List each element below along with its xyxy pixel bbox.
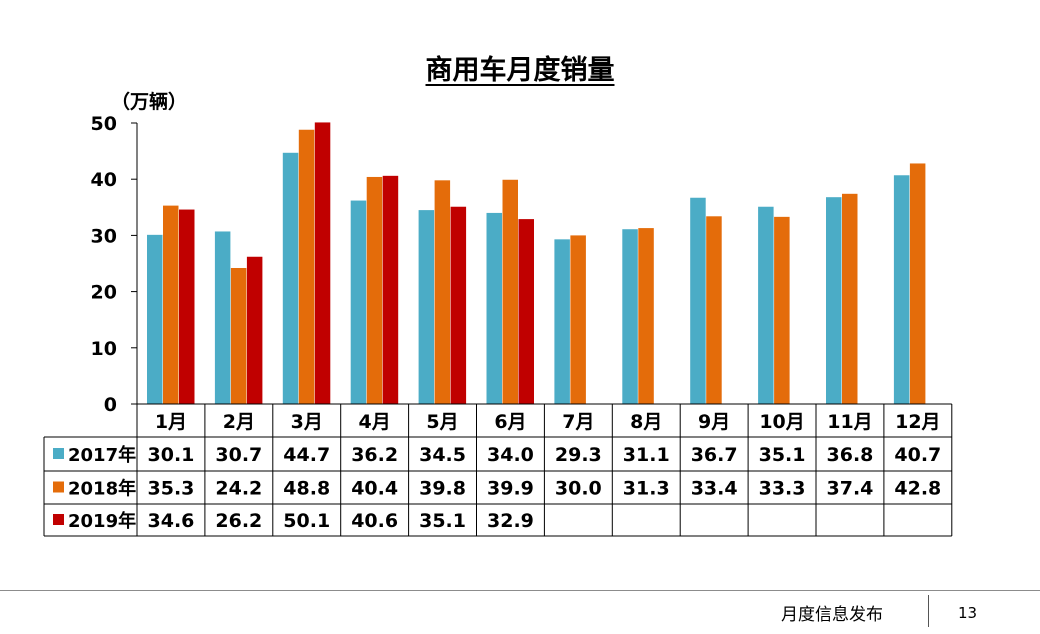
data-label: 44.7 bbox=[283, 444, 330, 466]
bar-2017年-11月 bbox=[826, 197, 842, 404]
legend-swatch-2017年 bbox=[53, 448, 64, 459]
bar-2018年-4月 bbox=[366, 176, 383, 404]
y-tick-label: 40 bbox=[91, 169, 117, 191]
x-category-label: 5月 bbox=[426, 411, 458, 433]
x-category-label: 1月 bbox=[155, 411, 187, 433]
x-category-label: 10月 bbox=[759, 411, 804, 433]
data-label: 40.6 bbox=[351, 510, 398, 532]
data-label: 33.4 bbox=[691, 478, 738, 500]
x-category-label: 11月 bbox=[827, 411, 872, 433]
data-label: 36.2 bbox=[351, 444, 398, 466]
bar-2017年-9月 bbox=[690, 197, 706, 404]
bar-2019年-3月 bbox=[314, 122, 331, 405]
data-label: 31.1 bbox=[623, 444, 670, 466]
y-tick-label: 0 bbox=[104, 394, 117, 416]
bar-2018年-2月 bbox=[230, 267, 247, 404]
bar-2017年-10月 bbox=[758, 206, 774, 404]
bar-2019年-5月 bbox=[450, 206, 467, 404]
data-label: 30.0 bbox=[555, 478, 602, 500]
bar-2017年-6月 bbox=[486, 212, 502, 404]
y-axis-unit-label: （万辆） bbox=[111, 90, 187, 113]
legend-label: 2018年 bbox=[68, 478, 136, 500]
data-label: 40.4 bbox=[351, 478, 398, 500]
data-label: 36.7 bbox=[691, 444, 738, 466]
bar-2018年-3月 bbox=[298, 129, 315, 404]
bar-2018年-1月 bbox=[163, 205, 179, 404]
bar-2017年-8月 bbox=[622, 229, 638, 404]
x-category-label: 7月 bbox=[562, 411, 594, 433]
bar-2017年-3月 bbox=[282, 152, 299, 404]
data-label: 34.5 bbox=[419, 444, 466, 466]
data-label: 39.8 bbox=[419, 478, 466, 500]
data-label: 35.1 bbox=[419, 510, 466, 532]
legend-label: 2017年 bbox=[68, 444, 136, 466]
data-label: 26.2 bbox=[215, 510, 262, 532]
legend-label: 2019年 bbox=[68, 510, 136, 532]
data-label: 24.2 bbox=[215, 478, 262, 500]
bar-2017年-2月 bbox=[214, 231, 231, 404]
x-category-label: 3月 bbox=[291, 411, 323, 433]
legend-swatch-2019年 bbox=[53, 514, 64, 525]
data-label: 34.6 bbox=[148, 510, 195, 532]
y-tick-label: 10 bbox=[91, 338, 117, 360]
bar-2018年-9月 bbox=[706, 216, 722, 404]
bar-2017年-5月 bbox=[418, 210, 435, 404]
data-label: 36.8 bbox=[827, 444, 874, 466]
legend-swatch-2018年 bbox=[53, 481, 64, 493]
footer-divider bbox=[0, 590, 1040, 591]
data-label: 39.9 bbox=[487, 478, 534, 500]
data-label: 32.9 bbox=[487, 510, 534, 532]
data-label: 35.3 bbox=[148, 478, 195, 500]
data-label: 29.3 bbox=[555, 444, 602, 466]
x-category-label: 8月 bbox=[630, 411, 662, 433]
bar-2018年-11月 bbox=[842, 193, 858, 404]
bar-2017年-12月 bbox=[893, 175, 910, 404]
page-number: 13 bbox=[958, 604, 978, 622]
data-label: 35.1 bbox=[759, 444, 806, 466]
data-label: 42.8 bbox=[894, 478, 941, 500]
bar-2019年-6月 bbox=[518, 219, 534, 404]
bar-2019年-4月 bbox=[382, 175, 399, 404]
bar-2018年-10月 bbox=[774, 216, 790, 404]
data-label: 48.8 bbox=[283, 478, 330, 500]
bar-2017年-1月 bbox=[147, 234, 163, 404]
bar-2018年-8月 bbox=[638, 228, 654, 404]
x-category-label: 4月 bbox=[359, 411, 391, 433]
data-label: 30.7 bbox=[215, 444, 262, 466]
footer-label: 月度信息发布 bbox=[781, 605, 883, 625]
bar-2018年-5月 bbox=[434, 180, 451, 404]
bar-2019年-2月 bbox=[246, 256, 263, 404]
bar-2019年-1月 bbox=[179, 209, 195, 404]
bar-2018年-12月 bbox=[909, 163, 926, 404]
y-tick-label: 20 bbox=[91, 282, 117, 304]
x-category-label: 6月 bbox=[494, 411, 526, 433]
data-label: 33.3 bbox=[759, 478, 806, 500]
x-category-label: 9月 bbox=[698, 411, 730, 433]
x-category-label: 2月 bbox=[223, 411, 255, 433]
data-label: 40.7 bbox=[894, 444, 941, 466]
y-tick-label: 50 bbox=[91, 113, 117, 135]
bar-2017年-7月 bbox=[554, 239, 570, 404]
data-label: 31.3 bbox=[623, 478, 670, 500]
bar-2018年-7月 bbox=[570, 235, 586, 404]
data-label: 34.0 bbox=[487, 444, 534, 466]
data-label: 30.1 bbox=[148, 444, 195, 466]
bar-2018年-6月 bbox=[502, 179, 518, 404]
bar-2017年-4月 bbox=[350, 200, 367, 404]
footer-separator bbox=[928, 595, 929, 627]
x-category-label: 12月 bbox=[895, 411, 940, 433]
data-label: 37.4 bbox=[827, 478, 874, 500]
chart-title: 商用车月度销量 bbox=[425, 55, 615, 86]
y-tick-label: 30 bbox=[91, 225, 117, 247]
data-label: 50.1 bbox=[283, 510, 330, 532]
